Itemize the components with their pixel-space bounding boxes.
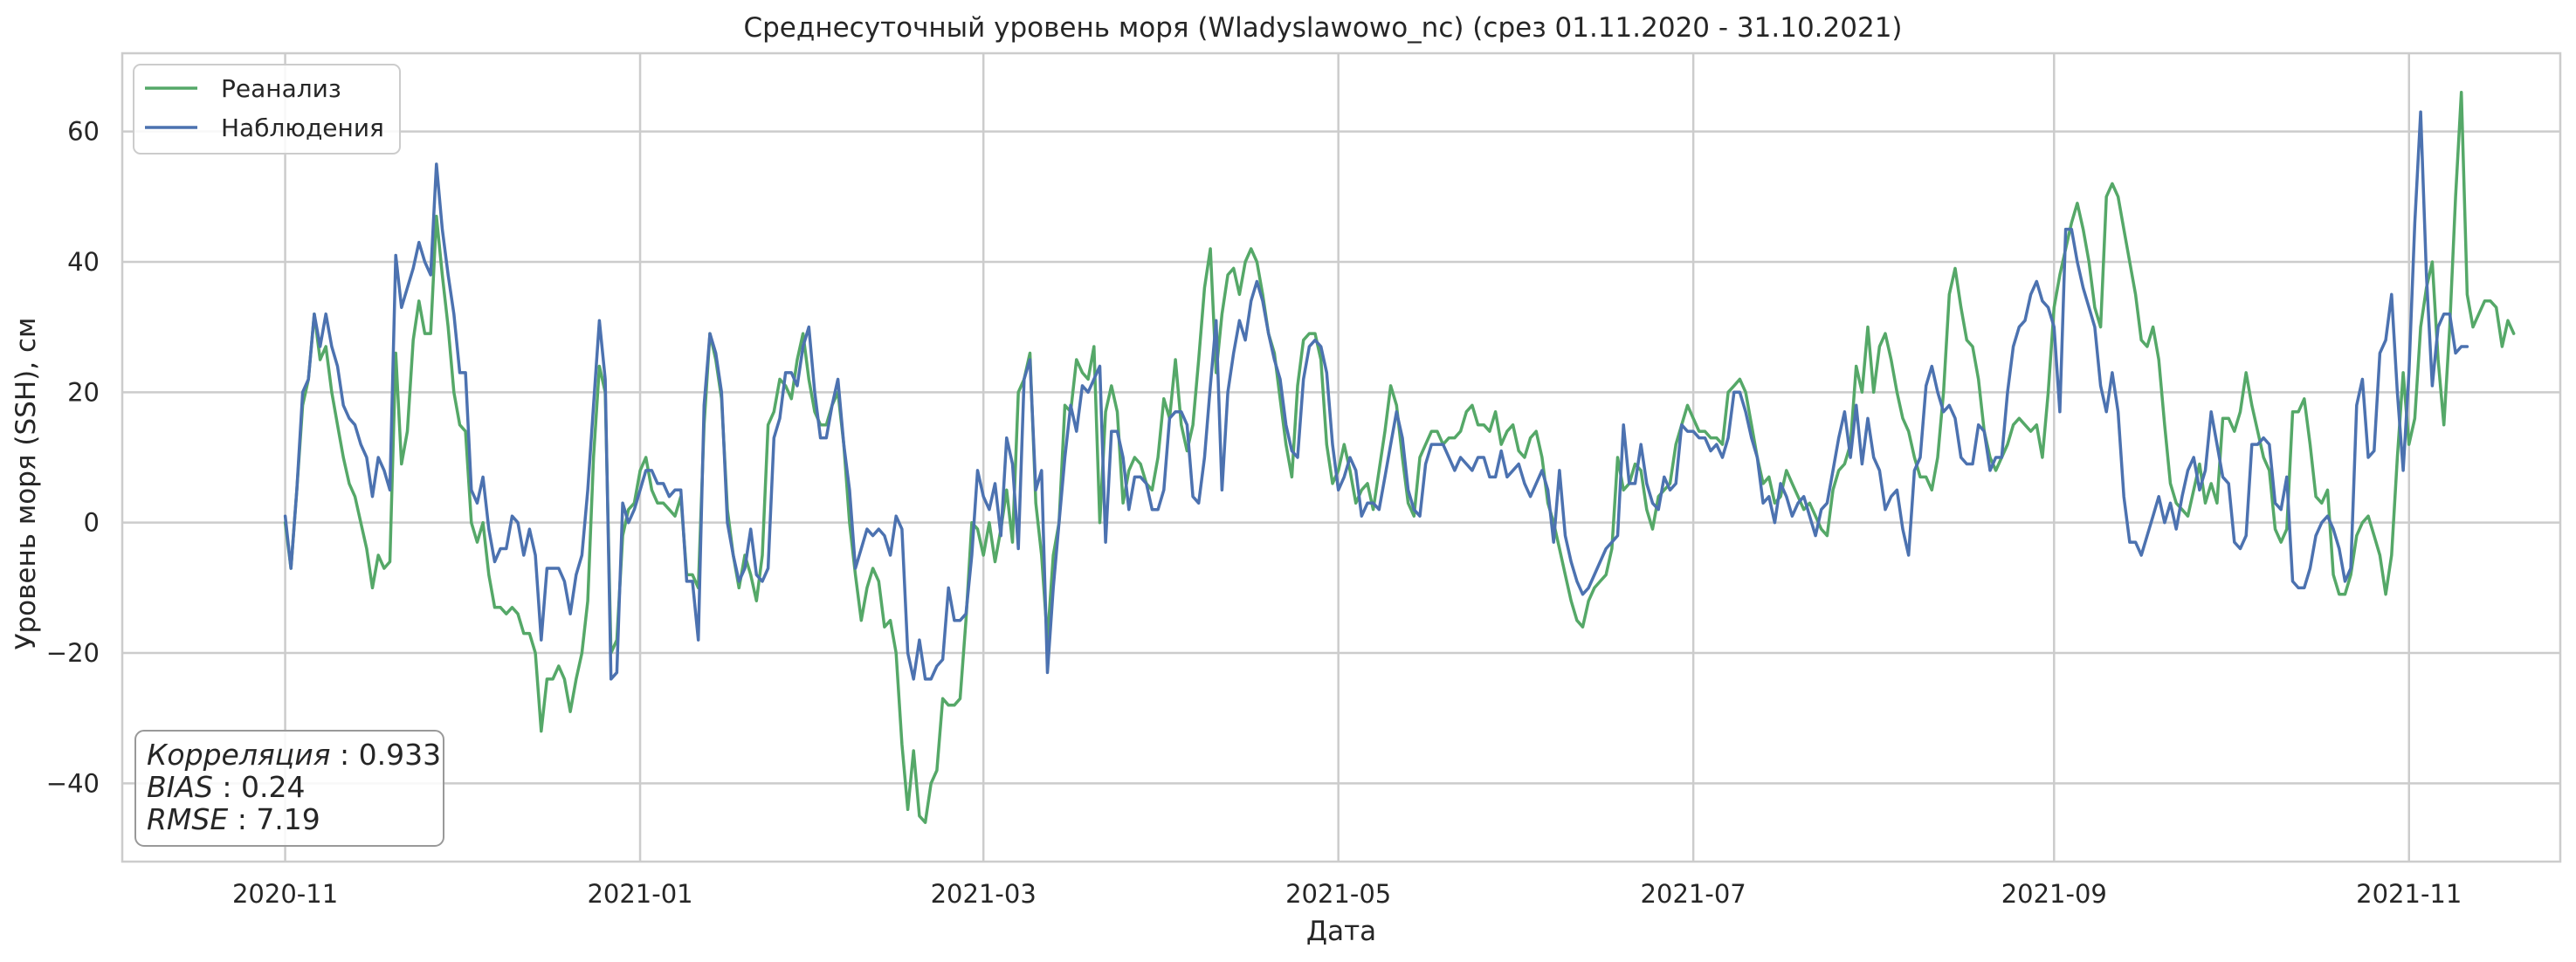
stats-box-frame — [134, 730, 444, 847]
series-lines — [283, 91, 2516, 824]
x-tick-label: 2020-11 — [232, 879, 338, 909]
stats-bias-value: 0.24 — [241, 770, 305, 804]
x-tick-label: 2021-03 — [931, 879, 1037, 909]
grid — [122, 53, 2560, 862]
stats-rmse-label: RMSE — [147, 802, 228, 836]
stats-box: Корреляция : 0.933 BIAS : 0.24 RMSE : 7.… — [134, 730, 444, 847]
plot-frame — [121, 52, 2562, 863]
stats-correlation: Корреляция : 0.933 — [147, 738, 441, 772]
x-tick-label: 2021-05 — [1285, 879, 1391, 909]
chart-title: Среднесуточный уровень моря (Wladyslawow… — [743, 12, 1902, 44]
stats-rmse-value: 7.19 — [256, 802, 320, 836]
y-tick-label: 60 — [67, 117, 100, 147]
y-tick-label: 20 — [67, 377, 100, 407]
x-axis-ticks: 2020-11 2021-01 2021-03 2021-05 2021-07 2021-… — [232, 879, 2462, 909]
stats-separator: : — [228, 802, 256, 836]
x-tick-label: 2021-11 — [2356, 879, 2462, 909]
legend-label-reanalysis: Реанализ — [221, 74, 341, 103]
y-axis-label: Уровень моря (SSH), см — [10, 318, 42, 650]
stats-bias: BIAS : 0.24 — [147, 770, 306, 804]
x-tick-label: 2021-01 — [587, 879, 692, 909]
legend-label-observations: Наблюдения — [221, 113, 384, 142]
stats-correlation-label: Корреляция — [147, 738, 331, 772]
stats-separator: : — [213, 770, 241, 804]
stats-bias-label: BIAS — [147, 770, 213, 804]
stats-correlation-value: 0.933 — [359, 738, 441, 772]
legend: Реанализ Наблюдения — [133, 64, 401, 155]
series-line-observations — [283, 110, 2469, 681]
y-axis-ticks: −40 −20 0 20 40 60 — [46, 117, 100, 799]
x-axis-label: Дата — [1306, 916, 1376, 947]
y-tick-label: −20 — [46, 638, 100, 668]
x-tick-label: 2021-07 — [1641, 879, 1746, 909]
y-tick-label: −40 — [46, 768, 100, 798]
y-tick-label: 40 — [67, 247, 100, 277]
x-tick-label: 2021-09 — [2001, 879, 2107, 909]
stats-separator: : — [331, 738, 359, 772]
stats-rmse: RMSE : 7.19 — [147, 802, 320, 836]
legend-box — [133, 64, 401, 155]
y-tick-label: 0 — [84, 508, 100, 538]
